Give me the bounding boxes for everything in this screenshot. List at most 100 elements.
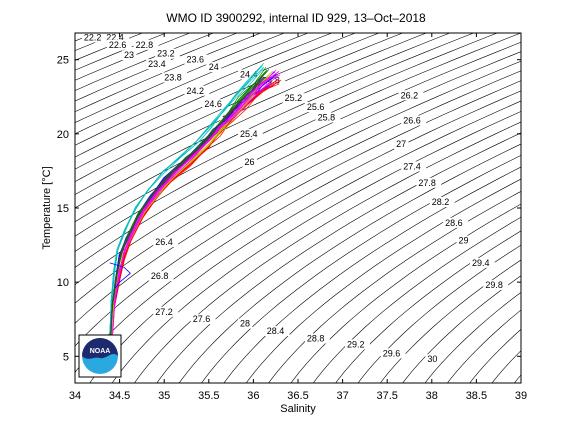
contour-label-bg — [238, 69, 263, 80]
density-contour — [402, 275, 521, 383]
contour-label: 22.6 — [109, 40, 127, 50]
contour-label-bg — [162, 72, 187, 83]
contour-label-bg — [155, 48, 180, 59]
contour-label: 28.2 — [432, 197, 450, 207]
contour-label: 27.4 — [403, 161, 421, 171]
contour-label-bg — [206, 62, 222, 73]
y-tick-label: 10 — [57, 277, 69, 289]
contour-label: 28.8 — [307, 333, 325, 343]
contour-label: 24.8 — [262, 75, 280, 85]
contour-label-bg — [133, 39, 159, 50]
density-contour — [379, 259, 521, 383]
contour-label: 28.4 — [267, 326, 285, 336]
density-contour — [75, 33, 215, 91]
contour-label: 27.8 — [418, 178, 436, 188]
density-contour — [75, 33, 499, 237]
contour-label-bg — [416, 177, 442, 188]
density-contour — [75, 33, 475, 223]
contour-label: 27.2 — [155, 307, 173, 317]
x-tick-label: 34.5 — [109, 390, 130, 402]
density-contour — [75, 33, 357, 158]
profile-line — [110, 77, 265, 341]
contour-label: 24 — [209, 62, 219, 72]
contour-label: 24.6 — [204, 99, 222, 109]
y-tick-label: 25 — [57, 55, 69, 67]
contour-label-bg — [398, 90, 424, 101]
density-contour — [312, 216, 521, 383]
density-contour — [357, 244, 521, 383]
profile-line — [112, 69, 277, 333]
contour-label-bg — [122, 50, 137, 61]
density-contour — [446, 309, 521, 383]
profile-line — [112, 71, 279, 333]
contour-label-bg — [81, 32, 107, 43]
contour-label: 23 — [124, 50, 134, 60]
contour-label-bg — [304, 333, 330, 344]
chart-title: WMO ID 3900292, internal ID 929, 13–Oct–… — [166, 11, 426, 25]
contour-label: 24.4 — [240, 69, 258, 79]
profile-line — [109, 262, 131, 289]
x-tick-label: 37.5 — [376, 390, 397, 402]
contour-label-bg — [443, 217, 468, 228]
logo-text: NOAA — [90, 348, 111, 355]
contour-label: 26.8 — [151, 271, 169, 281]
contour-label-bg — [148, 271, 174, 282]
density-contour — [335, 230, 521, 383]
contour-label-bg — [104, 32, 130, 43]
contour-label: 29.4 — [472, 258, 490, 268]
contour-label: 25.6 — [307, 102, 325, 112]
density-contour — [245, 178, 521, 383]
contour-label: 23.2 — [157, 49, 175, 59]
contour-label-bg — [238, 318, 253, 329]
density-contour — [75, 33, 286, 123]
contour-label-bg — [184, 85, 210, 96]
density-contour — [111, 111, 521, 383]
y-tick-label: 15 — [57, 203, 69, 215]
contour-label: 26.4 — [155, 237, 173, 247]
contour-label-bg — [425, 354, 440, 365]
density-contour — [75, 33, 428, 195]
contour-label: 29.8 — [485, 280, 503, 290]
x-tick-label: 39 — [515, 390, 527, 402]
x-tick-label: 38.5 — [466, 390, 487, 402]
contour-label: 29.6 — [383, 348, 401, 358]
contour-label-bg — [315, 112, 341, 123]
contour-label-bg — [429, 197, 455, 208]
contour-label-bg — [469, 257, 495, 268]
density-contour — [75, 70, 521, 324]
profile-lines — [109, 62, 282, 342]
x-tick-label: 38 — [426, 390, 438, 402]
contour-label: 27 — [396, 139, 406, 149]
density-contour — [75, 80, 521, 347]
contour-label-bg — [238, 128, 263, 139]
contour-label: 26.2 — [401, 90, 419, 100]
density-contour — [424, 291, 521, 383]
x-tick-label: 34 — [69, 390, 81, 402]
contour-label-bg — [202, 99, 228, 110]
x-tick-label: 37 — [336, 390, 348, 402]
contour-label-bg — [401, 115, 427, 126]
contour-label-bg — [380, 348, 406, 359]
density-contour — [75, 33, 309, 135]
x-tick-label: 35.5 — [198, 390, 219, 402]
profile-line — [109, 62, 265, 336]
contour-label-bg — [106, 39, 132, 50]
contour-label: 26.6 — [403, 115, 421, 125]
contour-label-bg — [153, 306, 179, 317]
y-tick-label: 5 — [63, 351, 69, 363]
density-contour — [75, 33, 262, 113]
y-axis-ticks: 5 10 15 20 25 — [57, 55, 521, 363]
contour-label: 23.6 — [187, 55, 205, 65]
contour-label: 22.4 — [106, 32, 124, 42]
contour-label: 25.4 — [240, 129, 258, 139]
y-axis-label: Temperature [°C] — [41, 166, 53, 249]
contour-label: 25.2 — [285, 93, 303, 103]
contour-label-bg — [401, 161, 427, 172]
x-axis-ticks: 34 34.5 35 35.5 36 36.5 37 37.5 38 38.5 39 — [69, 33, 527, 402]
contour-label: 25.8 — [318, 113, 336, 123]
contour-label-bg — [282, 93, 308, 104]
contour-label-bg — [456, 235, 471, 246]
contour-label: 22.2 — [84, 32, 102, 42]
y-tick-label: 20 — [57, 129, 69, 141]
